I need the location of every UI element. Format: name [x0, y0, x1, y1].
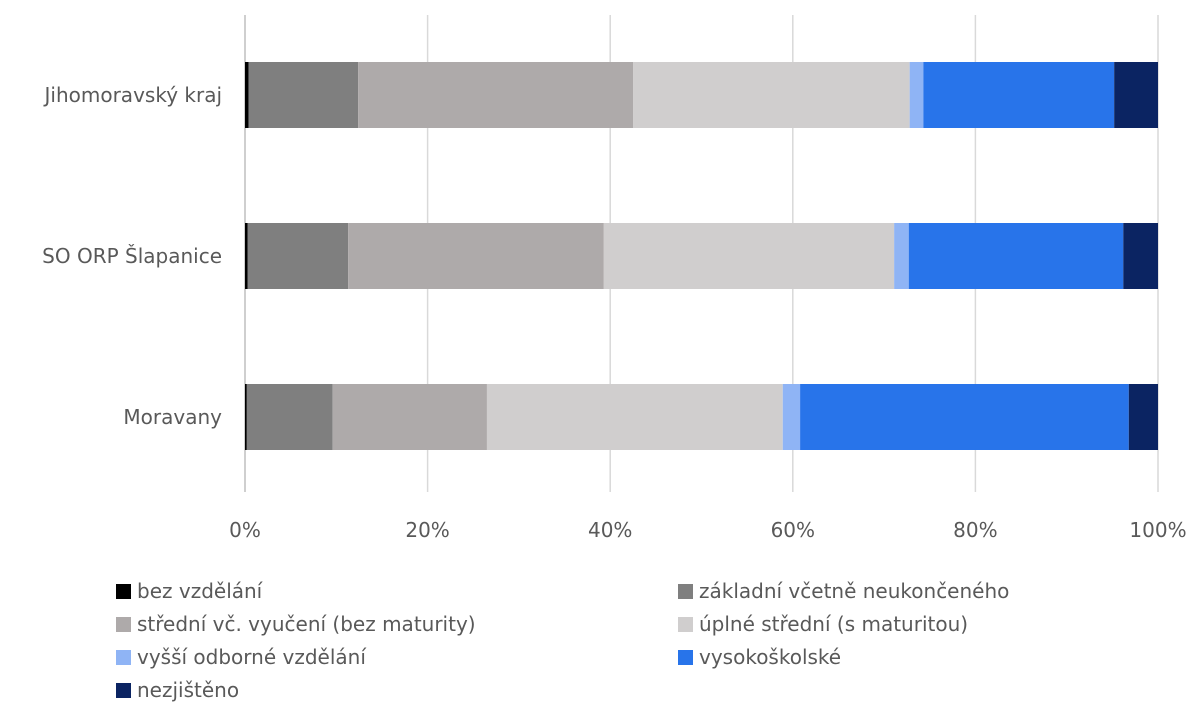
- bar-segment: [332, 384, 487, 450]
- bar-segment: [246, 384, 333, 450]
- bar-segment: [782, 384, 801, 450]
- bar-segment: [1114, 62, 1158, 128]
- x-tick-label: 20%: [405, 518, 449, 542]
- x-axis-tick-labels: 0% 20% 40% 60% 80% 100%: [229, 518, 1186, 542]
- legend-swatch: [678, 616, 693, 632]
- category-label: Moravany: [123, 405, 222, 429]
- bar-segment: [245, 384, 247, 450]
- legend-label: bez vzdělání: [137, 579, 263, 603]
- bar-segment: [245, 223, 248, 289]
- legend-swatch: [116, 583, 131, 599]
- bar-segment: [908, 223, 1124, 289]
- legend-item: bez vzdělání: [116, 576, 262, 606]
- legend-label: vyšší odborné vzdělání: [137, 645, 366, 669]
- bar-segment: [894, 223, 909, 289]
- x-tick-label: 60%: [771, 518, 815, 542]
- bar-segment: [923, 62, 1115, 128]
- legend-swatch: [116, 649, 131, 665]
- legend-swatch: [116, 682, 131, 698]
- bar-segment: [486, 384, 783, 450]
- legend-label: střední vč. vyučení (bez maturity): [137, 612, 476, 636]
- category-label: SO ORP Šlapanice: [42, 244, 222, 268]
- bar-segment: [248, 62, 359, 128]
- bar-segment: [909, 62, 924, 128]
- bar-segment: [603, 223, 895, 289]
- legend-swatch: [116, 616, 131, 632]
- x-tick-label: 0%: [229, 518, 261, 542]
- bars: [245, 62, 1158, 450]
- legend-swatch: [678, 649, 693, 665]
- legend-item: úplné střední (s maturitou): [678, 609, 968, 639]
- legend-swatch: [678, 583, 693, 599]
- bar-segment: [633, 62, 910, 128]
- bar-segment: [358, 62, 634, 128]
- category-labels: Jihomoravský kraj SO ORP Šlapanice Moravan…: [42, 83, 222, 429]
- bar-segment: [800, 384, 1129, 450]
- bar-segment: [348, 223, 604, 289]
- x-tick-label: 80%: [953, 518, 997, 542]
- bar-segment: [245, 62, 249, 128]
- bar-segment: [247, 223, 349, 289]
- x-tick-label: 100%: [1129, 518, 1186, 542]
- legend-label: základní včetně neukončeného: [699, 579, 1010, 603]
- legend-item: střední vč. vyučení (bez maturity): [116, 609, 476, 639]
- legend-item: vyšší odborné vzdělání: [116, 642, 366, 672]
- x-tick-label: 40%: [588, 518, 632, 542]
- legend-label: vysokoškolské: [699, 645, 842, 669]
- bar-segment: [1128, 384, 1158, 450]
- legend-label: úplné střední (s maturitou): [699, 612, 969, 636]
- legend-label: nezjištěno: [137, 678, 240, 702]
- bar-chart: Jihomoravský kraj SO ORP Šlapanice Moravan…: [42, 15, 1187, 542]
- legend-item: nezjištěno: [116, 675, 239, 705]
- bar-segment: [1123, 223, 1158, 289]
- category-label: Jihomoravský kraj: [43, 83, 223, 107]
- legend-item: základní včetně neukončeného: [678, 576, 1009, 606]
- legend-item: vysokoškolské: [678, 642, 841, 672]
